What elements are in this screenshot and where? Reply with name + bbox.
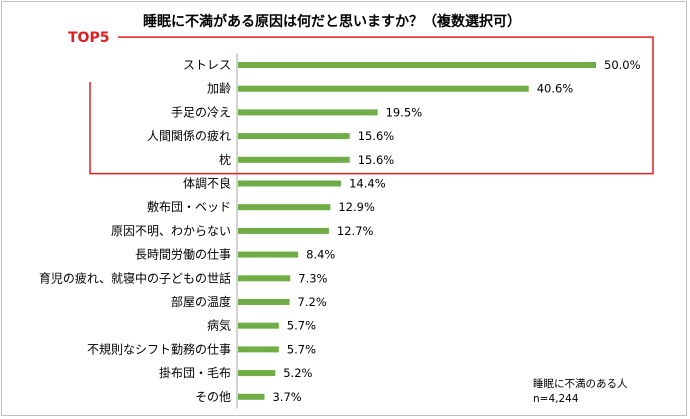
bar xyxy=(238,62,596,68)
category-label: その他 xyxy=(195,390,231,404)
category-label: 手足の冷え xyxy=(171,105,231,119)
category-label: 掛布団・毛布 xyxy=(159,365,231,380)
bar xyxy=(238,180,342,187)
bar xyxy=(238,204,331,211)
bar xyxy=(238,109,378,116)
data-label: 12.9% xyxy=(338,200,375,214)
data-label: 5.7% xyxy=(287,342,316,356)
category-label: 敷布団・ベッド xyxy=(147,199,231,214)
data-label: 14.4% xyxy=(349,177,386,191)
sample-note: 睡眠に不満のある人 n=4,244 xyxy=(533,377,628,405)
data-label: 5.7% xyxy=(287,319,316,333)
data-label: 40.6% xyxy=(537,82,574,96)
bar xyxy=(238,85,529,92)
top5-highlight-box xyxy=(89,36,654,175)
category-label: 加齢 xyxy=(207,81,231,96)
note-population: 睡眠に不満のある人 xyxy=(533,377,628,390)
plot-area: ストレス 50.0% 加齢 40.6% 手足の冷え 19.5% 人間関係の疲れ 15.6% 枕 1… xyxy=(39,36,654,409)
bar xyxy=(238,393,265,400)
bar xyxy=(238,346,279,353)
data-label: 12.7% xyxy=(337,224,374,238)
category-label: 部屋の温度 xyxy=(171,294,231,309)
bar xyxy=(238,370,276,377)
category-label: 枕 xyxy=(219,152,231,167)
bar xyxy=(238,299,290,305)
note-sample-size: n=4,244 xyxy=(533,393,579,405)
data-label: 5.2% xyxy=(283,366,312,380)
bar xyxy=(238,156,350,163)
bar xyxy=(238,133,350,140)
category-label: 不規則なシフト勤務の仕事 xyxy=(87,341,231,356)
data-label: 3.7% xyxy=(272,390,301,404)
category-label: ストレス xyxy=(183,58,231,72)
chart-title: 睡眠に不満がある原因は何だと思いますか？（複数選択可） xyxy=(143,13,521,30)
data-label: 15.6% xyxy=(358,129,395,143)
category-label: 体調不良 xyxy=(183,176,231,191)
bar xyxy=(238,322,279,329)
data-label: 15.6% xyxy=(358,153,395,167)
category-label: 育児の疲れ、就寝中の子どもの世話 xyxy=(39,270,231,285)
bar xyxy=(238,275,291,282)
category-label: 長時間労働の仕事 xyxy=(135,248,231,262)
category-label: 人間関係の疲れ xyxy=(147,128,231,143)
data-label: 7.2% xyxy=(298,295,327,309)
bar xyxy=(238,251,299,258)
data-label: 7.3% xyxy=(298,271,327,285)
category-label: 病気 xyxy=(207,318,231,333)
data-label: 50.0% xyxy=(604,58,641,72)
data-label: 8.4% xyxy=(306,248,335,262)
top5-label: TOP5 xyxy=(68,30,109,46)
bar xyxy=(238,227,329,234)
category-label: 原因不明、わからない xyxy=(111,224,231,238)
data-label: 19.5% xyxy=(386,105,423,119)
